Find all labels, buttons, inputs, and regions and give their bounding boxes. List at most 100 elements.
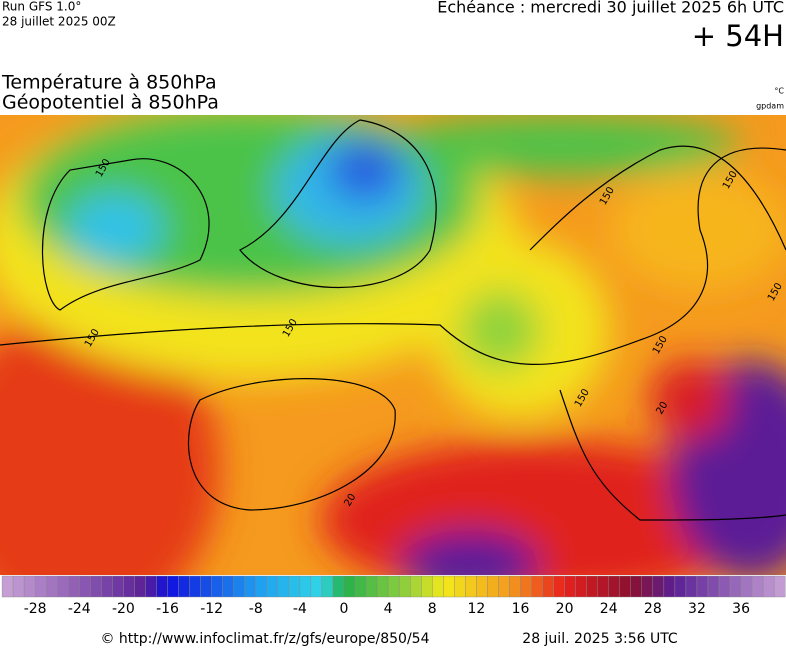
colorbar-swatch bbox=[398, 575, 411, 598]
colorbar-swatch bbox=[421, 575, 433, 598]
colorbar-swatch bbox=[34, 575, 47, 598]
colorbar-swatch bbox=[476, 575, 488, 598]
colorbar-swatch bbox=[564, 575, 576, 598]
colorbar-swatch bbox=[542, 575, 554, 598]
colorbar-tick-label: -16 bbox=[156, 601, 179, 617]
colorbar-swatch bbox=[211, 575, 223, 598]
colorbar-swatch bbox=[310, 575, 323, 598]
geopotential-contours bbox=[0, 119, 786, 521]
colorbar-swatch bbox=[57, 575, 69, 598]
colorbar-swatch bbox=[277, 575, 290, 598]
colorbar-swatch bbox=[707, 575, 720, 598]
footer-url: © http://www.infoclimat.fr/z/gfs/europe/… bbox=[100, 631, 429, 647]
valid-time: Echéance : mercredi 30 juillet 2025 6h U… bbox=[437, 0, 784, 17]
colorbar-swatch bbox=[68, 575, 80, 598]
geo-unit: gpdam bbox=[756, 102, 784, 111]
colorbar-tick-label: 36 bbox=[732, 601, 750, 617]
colorbar-swatch bbox=[751, 575, 764, 598]
colorbar-swatch bbox=[343, 575, 356, 598]
colorbar-tick-label: 0 bbox=[340, 601, 349, 617]
colorbar-swatch bbox=[740, 575, 753, 598]
colorbar-swatch bbox=[608, 575, 620, 598]
colorbar-swatch bbox=[409, 575, 422, 598]
colorbar-swatch bbox=[575, 575, 587, 598]
colorbar-tick-label: -20 bbox=[112, 601, 135, 617]
colorbar-swatch bbox=[222, 575, 234, 598]
colorbar-swatch bbox=[244, 575, 256, 598]
colorbar-tick-label: 16 bbox=[512, 601, 530, 617]
colorbar-swatch bbox=[79, 575, 91, 598]
colorbar-tick-label: 12 bbox=[467, 601, 485, 617]
colorbar-swatch bbox=[432, 575, 444, 598]
colorbar-swatch bbox=[762, 575, 775, 598]
temp-unit: °C bbox=[774, 87, 784, 96]
run-date: 28 juillet 2025 00Z bbox=[2, 15, 116, 29]
colorbar-tick-label: -12 bbox=[200, 601, 223, 617]
colorbar-tick-label: 20 bbox=[556, 601, 574, 617]
colorbar-swatch bbox=[112, 575, 124, 598]
colorbar-tick-label: 28 bbox=[644, 601, 662, 617]
colorbar-swatch bbox=[443, 575, 455, 598]
colorbar-swatch bbox=[498, 575, 510, 598]
colorbar-swatch bbox=[509, 575, 521, 598]
colorbar-swatch bbox=[454, 575, 466, 598]
colorbar-swatch bbox=[387, 575, 400, 598]
colorbar-swatch bbox=[178, 575, 190, 598]
colorbar-swatch bbox=[520, 575, 532, 598]
lead-time: + 54H bbox=[692, 19, 784, 53]
colorbar-tick-label: 8 bbox=[428, 601, 437, 617]
colorbar-tick-label: 32 bbox=[688, 601, 706, 617]
colorbar-swatch bbox=[145, 575, 157, 598]
colorbar-swatch bbox=[321, 575, 334, 598]
colorbar-swatch bbox=[332, 575, 345, 598]
geopotential-title: Géopotentiel à 850hPa bbox=[2, 92, 219, 114]
colorbar-swatch bbox=[376, 575, 389, 598]
colorbar-swatch bbox=[12, 575, 25, 598]
colorbar-swatch bbox=[465, 575, 477, 598]
colorbar-swatch bbox=[167, 575, 179, 598]
colorbar-tick-label: 24 bbox=[600, 601, 618, 617]
colorbar-swatch bbox=[553, 575, 565, 598]
colorbar-swatch bbox=[299, 575, 312, 598]
colorbar-swatch bbox=[288, 575, 301, 598]
colorbar-swatch bbox=[23, 575, 36, 598]
colorbar-swatch bbox=[685, 575, 698, 598]
colorbar-tick-label: -8 bbox=[249, 601, 263, 617]
temperature-field bbox=[0, 115, 786, 575]
colorbar-swatch bbox=[773, 575, 786, 598]
colorbar-swatch bbox=[266, 575, 279, 598]
colorbar-swatch bbox=[696, 575, 709, 598]
colorbar-swatch bbox=[729, 575, 742, 598]
colorbar-tick-label: -24 bbox=[68, 601, 91, 617]
colorbar-swatch bbox=[586, 575, 598, 598]
colorbar-swatch bbox=[45, 575, 58, 598]
colorbar-swatch bbox=[365, 575, 378, 598]
run-label: Run GFS 1.0° bbox=[2, 0, 81, 14]
colorbar-swatch bbox=[619, 575, 631, 598]
colorbar-swatch bbox=[255, 575, 267, 598]
colorbar-swatch bbox=[487, 575, 499, 598]
colorbar-swatch bbox=[630, 575, 643, 598]
colorbar-swatch bbox=[101, 575, 113, 598]
colorbar-swatch bbox=[200, 575, 212, 598]
colorbar: -28 -24 -20 -16 -12 -8 -4 0 4 8 12 16 20 24 28 32 36 bbox=[1, 575, 786, 617]
colorbar-tick-label: -4 bbox=[293, 601, 307, 617]
colorbar-swatch bbox=[90, 575, 102, 598]
footer-date: 28 juil. 2025 3:56 UTC bbox=[522, 631, 678, 647]
colorbar-swatch bbox=[156, 575, 168, 598]
temperature-title: Température à 850hPa bbox=[1, 72, 217, 94]
colorbar-swatch bbox=[674, 575, 687, 598]
map bbox=[0, 115, 786, 575]
colorbar-swatch bbox=[641, 575, 654, 598]
colorbar-swatch bbox=[189, 575, 201, 598]
colorbar-tick-label: -28 bbox=[24, 601, 47, 617]
colorbar-swatch bbox=[354, 575, 367, 598]
colorbar-swatch bbox=[1, 575, 14, 598]
colorbar-swatch bbox=[134, 575, 146, 598]
colorbar-tick-label: 4 bbox=[384, 601, 393, 617]
colorbar-swatch bbox=[652, 575, 665, 598]
colorbar-swatch bbox=[718, 575, 731, 598]
colorbar-swatch bbox=[233, 575, 245, 598]
colorbar-swatch bbox=[123, 575, 135, 598]
